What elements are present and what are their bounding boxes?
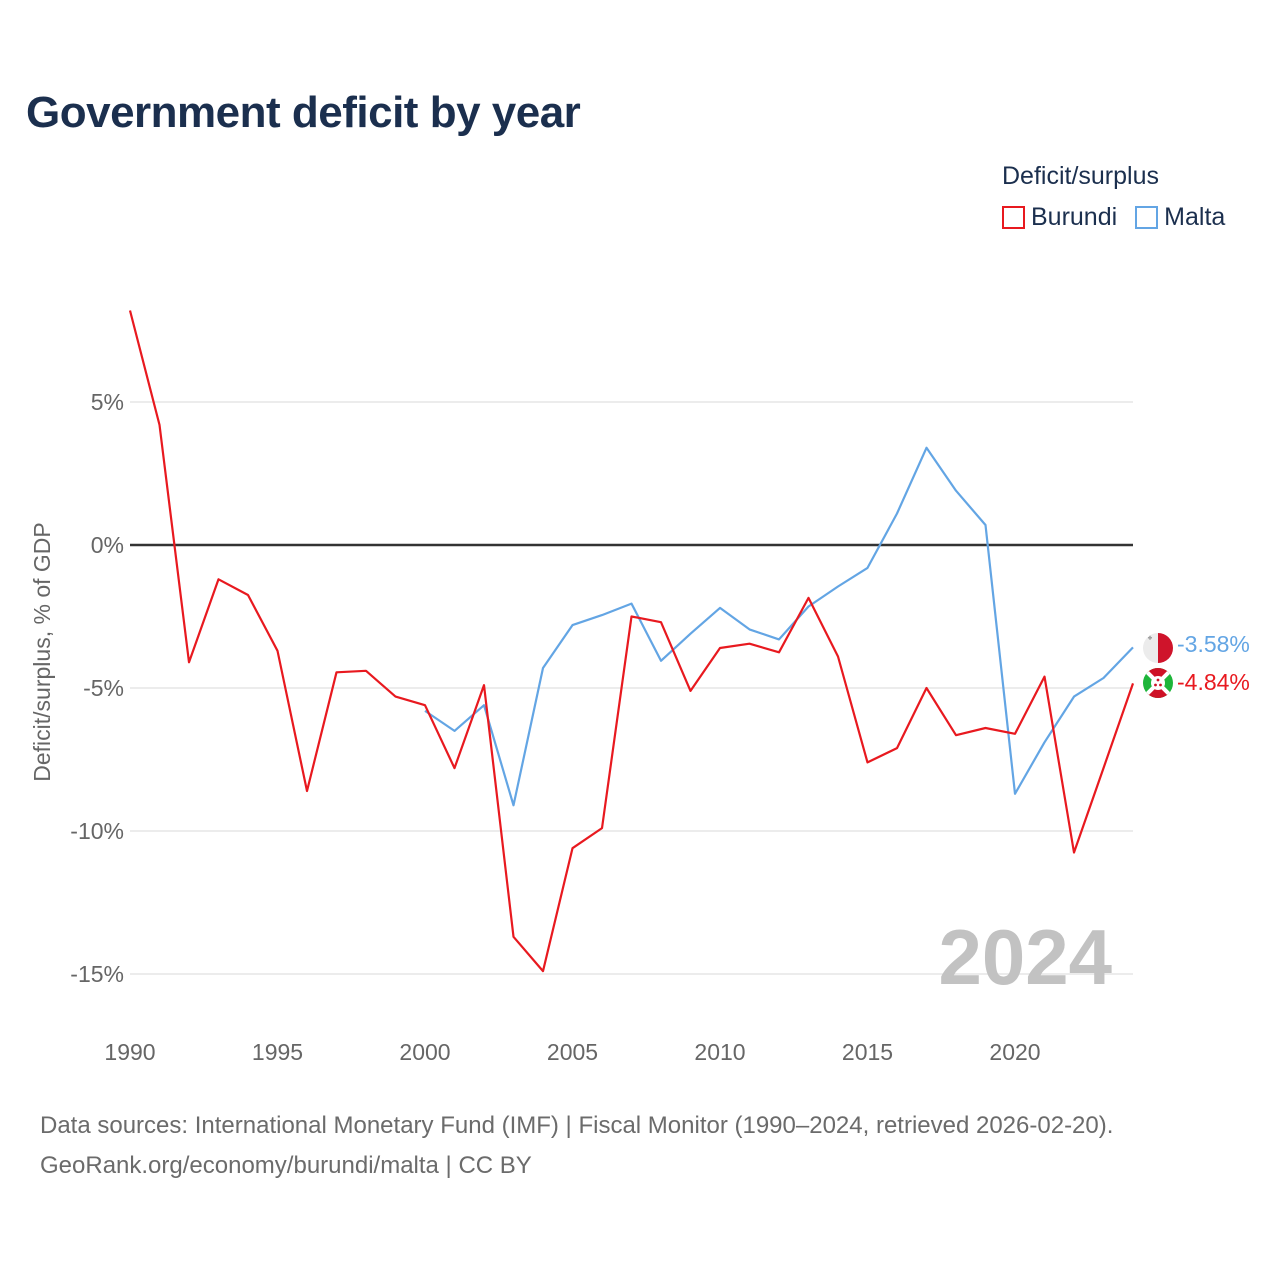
legend-label-malta: Malta (1164, 203, 1226, 231)
x-tick-label: 2010 (694, 1039, 745, 1065)
legend-swatch-burundi (1002, 206, 1025, 229)
x-tick-label: 1995 (252, 1039, 303, 1065)
legend-label-burundi: Burundi (1031, 203, 1118, 231)
x-tick-label: 1990 (104, 1039, 155, 1065)
legend: Deficit/surplus Burundi Malta (1002, 162, 1225, 232)
x-tick-label: 2015 (842, 1039, 893, 1065)
legend-swatch-malta (1135, 206, 1159, 229)
legend-item-malta[interactable]: Malta (1135, 203, 1225, 232)
end-label-burundi: -4.84% (1177, 669, 1250, 695)
y-tick-label: 5% (91, 389, 124, 415)
year-watermark: 2024 (938, 913, 1112, 1001)
y-tick-label: 0% (91, 532, 124, 558)
series-line-burundi[interactable] (128, 310, 1135, 973)
y-tick-label: -5% (83, 675, 124, 701)
legend-item-burundi[interactable]: Burundi (1002, 203, 1117, 232)
x-tick-label: 2000 (399, 1039, 450, 1065)
page-title: Government deficit by year (26, 88, 581, 137)
legend-title: Deficit/surplus (1002, 162, 1159, 190)
footer: Data sources: International Monetary Fun… (40, 1106, 1113, 1186)
y-tick-label: -10% (70, 818, 124, 844)
series-line-malta[interactable] (424, 446, 1134, 807)
data-source-note: Data sources: International Monetary Fun… (40, 1112, 1114, 1139)
x-tick-label: 2005 (547, 1039, 598, 1065)
y-tick-label: -15% (70, 961, 124, 987)
x-tick-label: 2020 (989, 1039, 1040, 1065)
y-axis-label: Deficit/surplus, % of GDP (29, 522, 55, 781)
malta-flag-icon (1143, 633, 1173, 663)
burundi-flag-icon (1143, 668, 1173, 698)
attribution-link[interactable]: GeoRank.org/economy/burundi/malta | CC B… (40, 1152, 532, 1179)
end-label-malta: -3.58% (1177, 631, 1250, 657)
